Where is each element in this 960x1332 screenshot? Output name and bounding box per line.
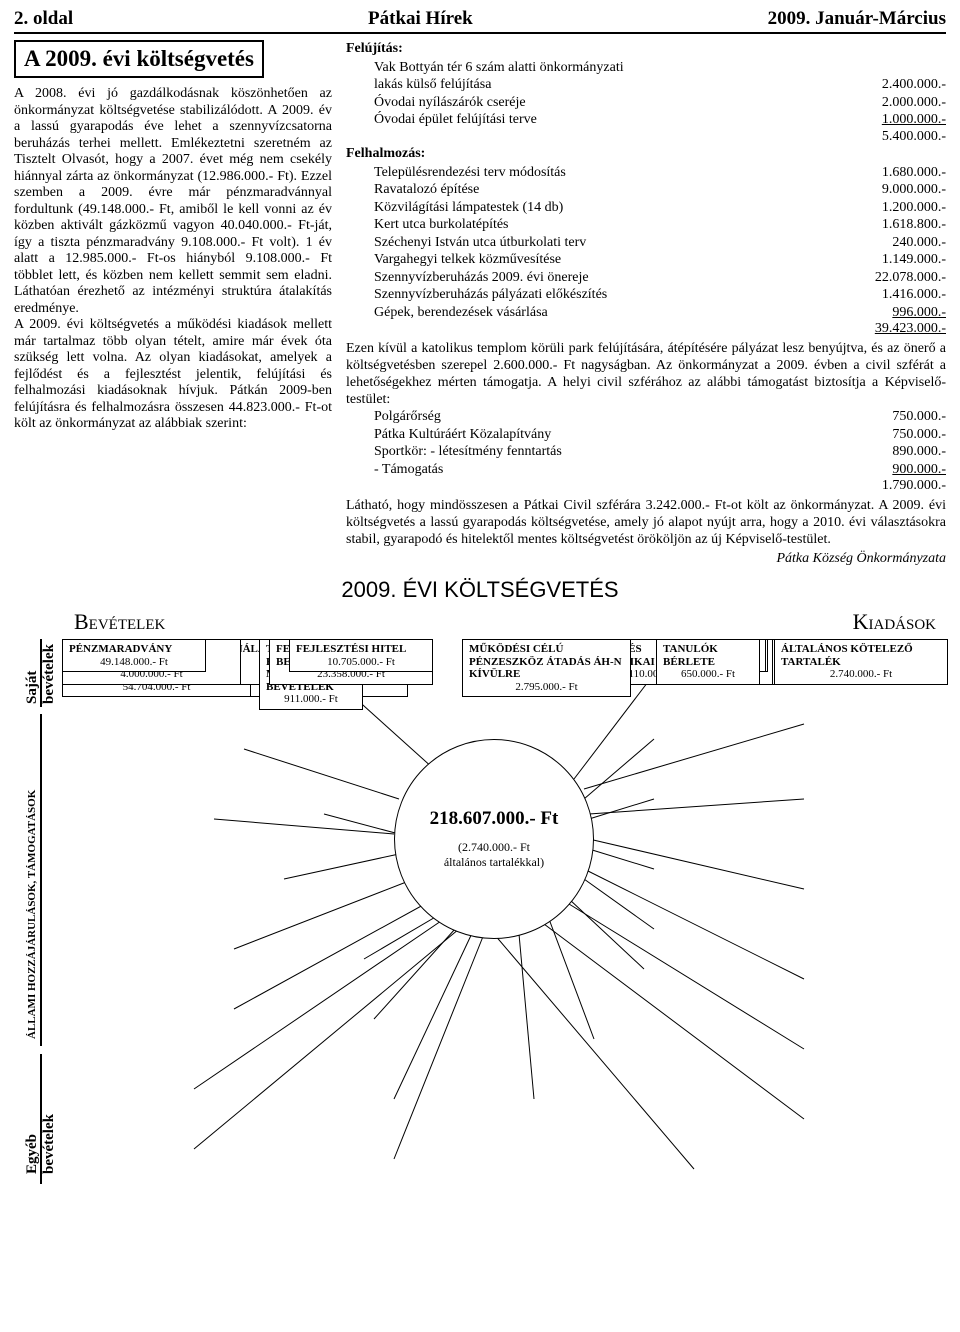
fin-row: Szennyvízberuházás pályázati előkészítés… — [346, 286, 946, 304]
kiadas-h: Kiadások — [853, 609, 936, 635]
page-num: 2. oldal — [14, 8, 73, 30]
para2: Ezen kívül a katolikus templom körüli pa… — [346, 341, 946, 408]
budget-title: 2009. ÉVI KÖLTSÉGVETÉS — [14, 577, 946, 603]
fin-row: lakás külső felújítása2.400.000.- — [346, 76, 946, 94]
article-title-box: A 2009. évi költségvetés — [14, 40, 264, 78]
fin-row: Sportkör: - létesítmény fenntartás890.00… — [346, 443, 946, 461]
fin-row: Óvodai épület felújítási terve1.000.000.… — [346, 111, 946, 129]
budget-diagram: Saját bevételek ÁLLAMI HOZZÁJÁRULÁSOK, T… — [14, 639, 946, 1219]
doc-period: 2009. Január-Március — [768, 8, 946, 30]
vline-1 — [40, 639, 42, 707]
vlabel-allami: ÁLLAMI HOZZÁJÁRULÁSOK, TÁMOGATÁSOK — [26, 790, 38, 1039]
vline-2 — [40, 714, 42, 1046]
felujitas-head: Felújítás: — [346, 40, 946, 59]
box-tanulok: TANULÓK BÉRLETE650.000.- Ft — [656, 639, 760, 685]
fin-row: Széchenyi István utca útburkolati terv24… — [346, 234, 946, 252]
doc-header: 2. oldal Pátkai Hírek 2009. Január-Márci… — [14, 8, 946, 34]
box-mukcelu: MŰKÖDÉSI CÉLÚ PÉNZESZKÖZ ÁTADÁS ÁH-N KÍV… — [462, 639, 631, 698]
felujitas-total: 5.400.000.- — [346, 129, 946, 145]
fin-row: Óvodai nyílászárók cseréje2.000.000.- — [346, 94, 946, 112]
finance-col: Felújítás: Vak Bottyán tér 6 szám alatti… — [346, 40, 946, 567]
article-body: A 2008. évi jó gazdálkodásnak köszönhető… — [14, 86, 332, 433]
box-fejlhitel: FEJLESZTÉSI HITEL10.705.000.- Ft — [289, 639, 433, 672]
vline-3 — [40, 1054, 42, 1184]
closing: Látható, hogy mindösszesen a Pátkai Civi… — [346, 498, 946, 548]
two-col: A 2009. évi költségvetés A 2008. évi jó … — [14, 40, 946, 567]
felujitas-items: Vak Bottyán tér 6 szám alatti önkormányz… — [346, 59, 946, 129]
fin-row: Településrendezési terv módosítás1.680.0… — [346, 164, 946, 182]
fin-row: Közvilágítási lámpatestek (14 db)1.200.0… — [346, 199, 946, 217]
article-col: A 2009. évi költségvetés A 2008. évi jó … — [14, 40, 332, 567]
fin-row: Vak Bottyán tér 6 szám alatti önkormányz… — [346, 59, 946, 77]
fin-row: Ravatalozó építése9.000.000.- — [346, 181, 946, 199]
center-sub: (2.740.000.- Ft általános tartalékkal) — [444, 840, 544, 870]
fin-row: Pátka Kultúráért Közalapítvány750.000.- — [346, 426, 946, 444]
fin-row: Gépek, berendezések vásárlása996.000.- — [346, 304, 946, 322]
box-penzmar: PÉNZMARADVÁNY49.148.000.- Ft — [62, 639, 206, 672]
article-p1: A 2008. évi jó gazdálkodásnak köszönhető… — [14, 86, 332, 316]
fin-row: - Támogatás900.000.- — [346, 461, 946, 479]
civil-total: 1.790.000.- — [346, 478, 946, 494]
signature: Pátka Község Önkormányzata — [346, 551, 946, 567]
center-main: 218.607.000.- Ft — [430, 808, 559, 830]
page-root: 2. oldal Pátkai Hírek 2009. Január-Márci… — [0, 0, 960, 1227]
fin-row: Vargahegyi telkek közművesítése1.149.000… — [346, 251, 946, 269]
article-p2: A 2009. évi költségvetés a működési kiad… — [14, 317, 332, 431]
civil-items: Polgárőrség750.000.-Pátka Kultúráért Köz… — [346, 408, 946, 478]
felhalmozas-total: 39.423.000.- — [346, 321, 946, 337]
doc-title: Pátkai Hírek — [368, 8, 473, 30]
center-circle: 218.607.000.- Ft (2.740.000.- Ft általán… — [394, 739, 594, 939]
felhalmozas-items: Településrendezési terv módosítás1.680.0… — [346, 164, 946, 322]
budget-headings: Bevételek Kiadások — [14, 609, 946, 635]
felhalmozas-head: Felhalmozás: — [346, 145, 946, 164]
fin-row: Polgárőrség750.000.- — [346, 408, 946, 426]
fin-row: Kert utca burkolatépítés1.618.800.- — [346, 216, 946, 234]
box-altkot: ÁLTALÁNOS KÖTELEZŐ TARTALÉK2.740.000.- F… — [774, 639, 948, 685]
bevetel-h: Bevételek — [74, 609, 165, 635]
fin-row: Szennyvízberuházás 2009. évi önereje22.0… — [346, 269, 946, 287]
